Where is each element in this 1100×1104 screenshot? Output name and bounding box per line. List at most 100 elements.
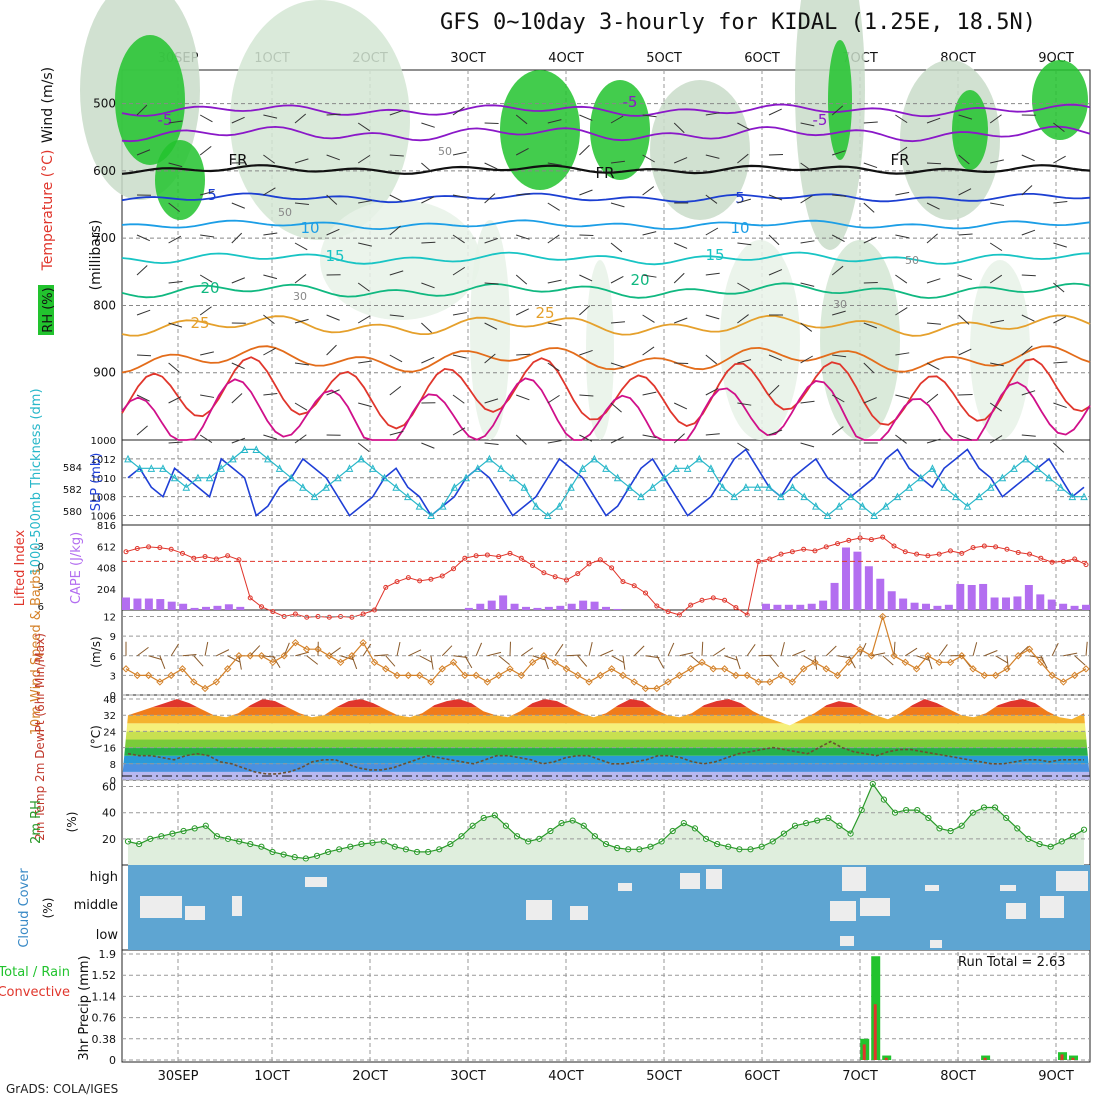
li-axis-label: Lifted Index [13,529,28,606]
temp-tick-label: 32 [103,711,116,722]
x-tick-label-top: 4OCT [548,51,584,66]
cape-bar [145,599,153,610]
cape-bar [933,606,941,610]
rh2m-unit-label: (%) [65,812,79,833]
cape-bar [968,585,976,610]
cloud-patch [305,877,327,887]
pressure-tick-label: 500 [93,97,116,111]
cape-tick-label: 612 [97,542,116,553]
pressure-tick-label: 900 [93,366,116,380]
cloud-level-label: low [96,928,119,943]
cape-bar [819,601,827,610]
precip-convective-bar [1072,1058,1075,1060]
cape-bar [762,604,770,610]
cape-bar [831,583,839,610]
cloud-patch [706,869,722,889]
x-tick-label-bottom: 4OCT [548,1069,584,1084]
cape-bar [168,602,176,610]
x-tick-label-top: 5OCT [646,51,682,66]
contour-label: 50 [438,145,452,158]
chart-title: GFS 0~10day 3-hourly for KIDAL (1.25E, 1… [440,10,1036,35]
cloud-background [128,865,1090,950]
contour-label: 5 [735,189,745,207]
contour-label: -5 [813,111,828,129]
cape-bar [842,548,850,611]
cape-bar [773,605,781,610]
panel-frame [122,950,1090,1062]
x-tick-label-bottom: 7OCT [842,1069,878,1084]
wind-tick-label: 12 [103,613,116,624]
cloud-patch [570,906,588,920]
temp-tick-label: 24 [103,727,116,738]
x-tick-label-top: 6OCT [744,51,780,66]
cloud-patch [842,867,866,891]
cape-bar [579,601,587,610]
cape-bar [556,606,564,610]
rh-shade [828,40,852,160]
cape-tick-label: 204 [97,585,116,596]
contour-label: 50 [905,254,919,267]
cape-bar [911,603,919,610]
wind-tick-label: 9 [110,632,116,643]
cloud-patch [840,936,854,946]
temp-tick-label: 8 [110,760,116,771]
rh-shade [500,70,580,190]
cloud-patch [830,901,856,921]
contour-label: FR [890,151,909,169]
cape-bar [602,607,610,610]
cape-bar [888,591,896,610]
temp-band [122,731,1090,739]
x-tick-label-bottom: 3OCT [450,1069,486,1084]
cape-bar [545,607,553,610]
precip-tick-label: 1.14 [92,990,117,1003]
pressure-tick-label: 600 [93,164,116,178]
temp-tick-label: 16 [103,744,116,755]
credit-label: GrADS: COLA/IGES [6,1082,118,1096]
cape-bar [533,608,541,610]
cape-bar [613,609,621,610]
slp-axis-label: SLP (mb) [89,453,104,512]
cape-bar [1002,598,1010,611]
cape-bar [156,599,164,610]
cape-bar [133,599,141,610]
cloud-patch [1056,871,1088,891]
cloud-patch [140,896,182,918]
cape-bar [191,608,199,610]
cape-bar [179,604,187,610]
cape-bar [1048,600,1056,610]
cloud-patch [860,898,890,916]
cape-tick-label: 408 [97,564,116,575]
rh-shade [720,240,800,440]
cloud-patch [1000,885,1016,891]
temperature-axis-label: Temperature (°C) [40,150,56,272]
cape-bar [499,595,507,610]
cloud-patch [526,900,552,920]
wind-tick-label: 3 [110,671,116,682]
x-tick-label-bottom: 1OCT [254,1069,290,1084]
precip-convective-bar [863,1044,866,1060]
wind-axis-label: Wind (m/s) [40,67,56,143]
cape-bar [956,584,964,610]
cloud-patch [618,883,632,891]
contour-label: -5 [158,111,173,129]
contour-label: 25 [190,314,209,332]
cape-bar [1025,585,1033,610]
cape-bar [522,607,530,610]
cape-bar [979,584,987,610]
cape-bar [865,566,873,610]
rh-axis-label: RH (%) [41,287,56,332]
cloud-level-label: high [90,870,118,885]
rh2m-tick-label: 40 [102,807,116,820]
rh2m-tick-label: 60 [102,781,116,794]
contour-label: 30 [833,298,847,311]
cape-bar [785,605,793,610]
contour-label: 15 [325,247,344,265]
cloud-level-label: middle [74,898,118,913]
slp-tick-label: 1000 [91,436,116,447]
temp-band [122,764,1090,772]
pressure-tick-label: 800 [93,298,116,312]
x-tick-label-bottom: 9OCT [1038,1069,1074,1084]
